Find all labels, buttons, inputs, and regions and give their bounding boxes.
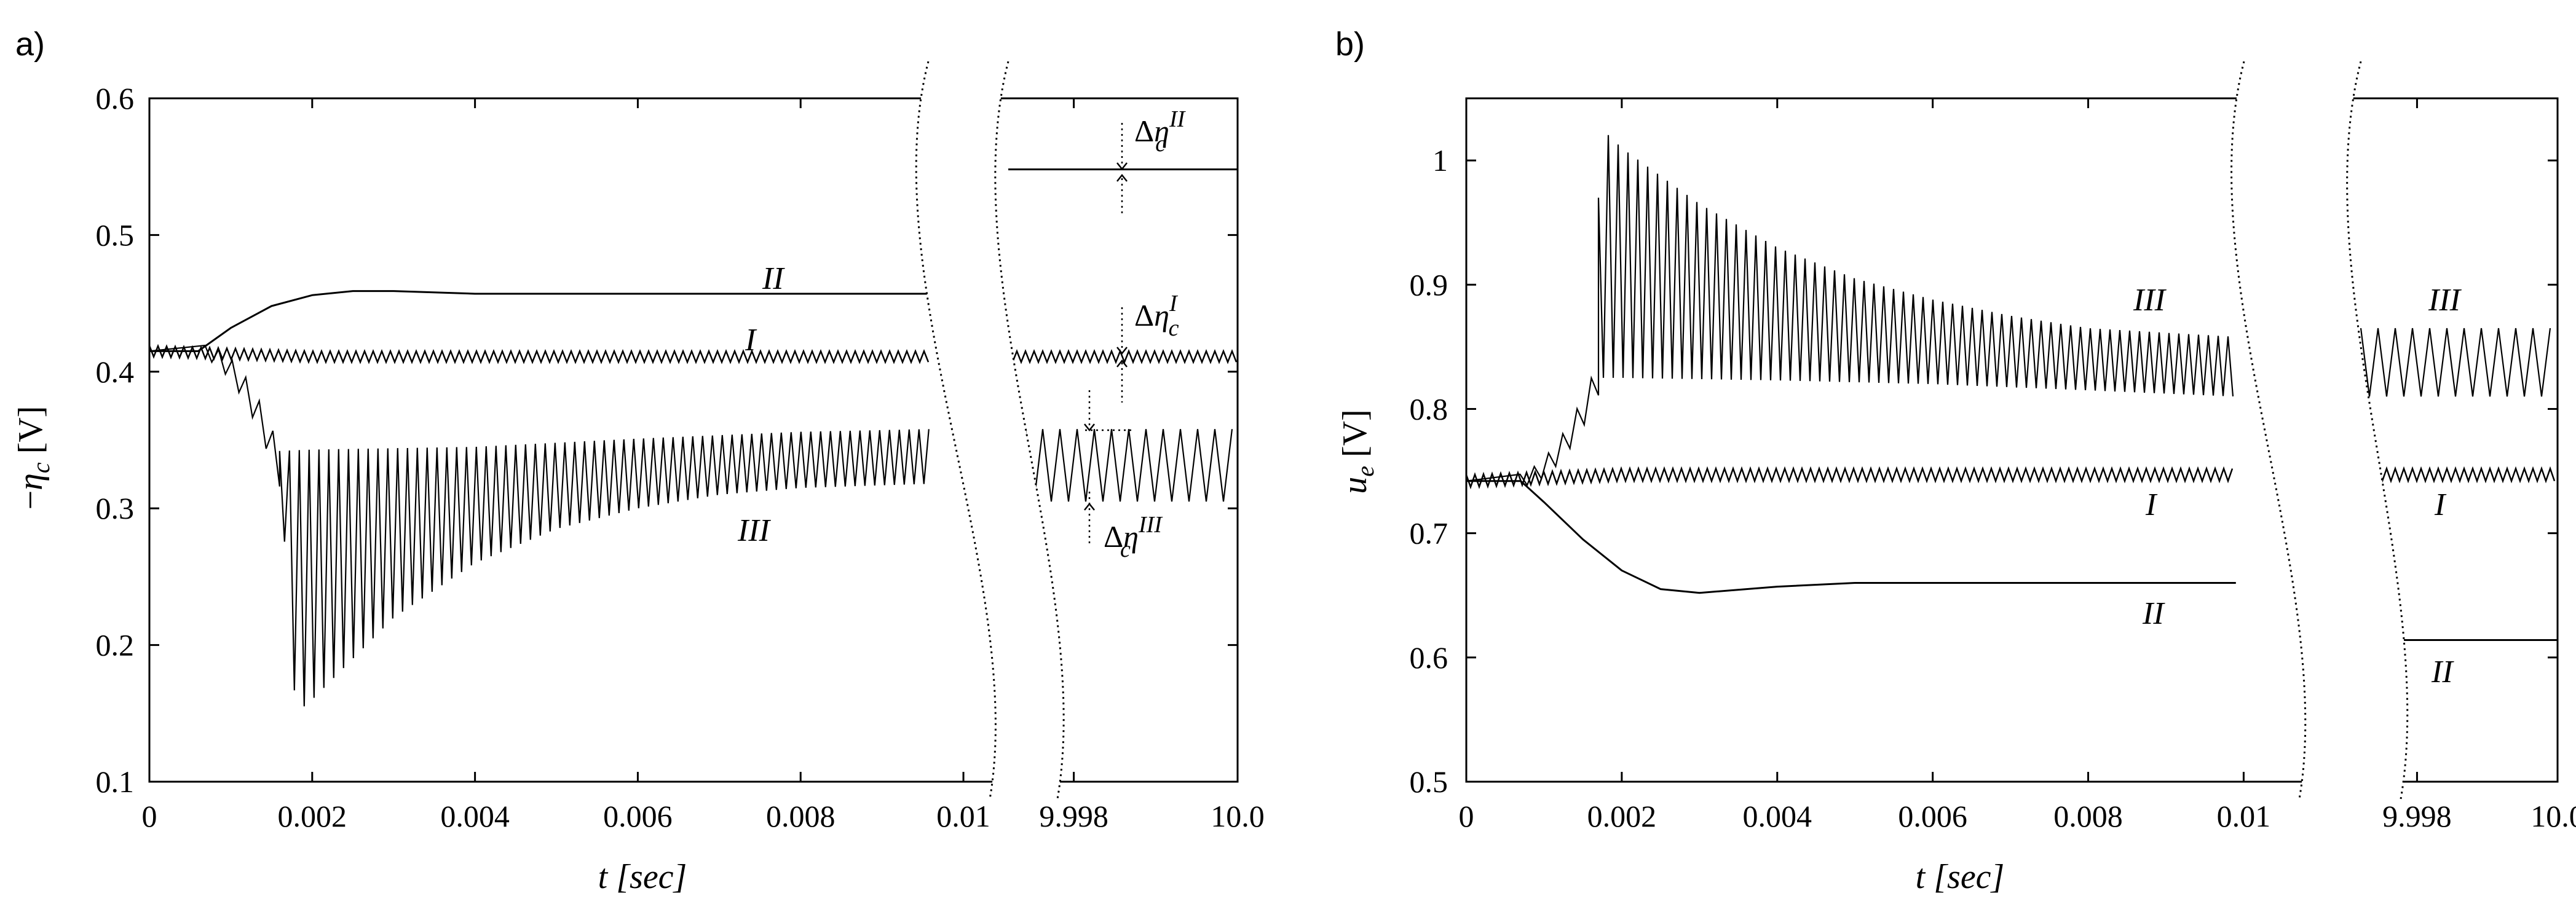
series-I-line — [1465, 466, 2234, 490]
axis-break-left-edge — [2230, 61, 2307, 800]
panel-a-xlabel: t [sec] — [598, 858, 687, 896]
panel-b-chart: b) ue [V] t [sec] 0.5 0.6 0.7 0.8 0.9 1 0 0.002… — [1335, 26, 2576, 896]
series-II-line — [149, 290, 931, 352]
svg-text:ue [V]: ue [V] — [1336, 409, 1379, 494]
panel-a-label-III: III — [737, 513, 772, 548]
y-tick-label: 0.2 — [96, 628, 135, 662]
panel-b-label-II-left: II — [2142, 596, 2165, 631]
y-tick-label: 0.6 — [96, 81, 135, 116]
annotation-delta-eta-II: ΔηII c — [1134, 106, 1187, 157]
panel-a-ylabel: −ηc [V] — [12, 406, 55, 510]
delta-eta-II-arrow-up — [1116, 173, 1128, 182]
panel-b-label-III-right: III — [2428, 283, 2462, 318]
series-III-steady — [2360, 328, 2551, 397]
delta-eta-II-arrow-down — [1116, 162, 1128, 171]
panel-a-annotations — [1084, 123, 1131, 547]
x-tick-label: 0.008 — [2053, 799, 2123, 833]
x-tick-label: 0.002 — [1587, 799, 1657, 833]
delta-eta-I-arrow-up — [1116, 359, 1128, 367]
panel-b-xlabel: t [sec] — [1916, 858, 2005, 896]
panel-a-ticks: 0.1 0.2 0.3 0.4 0.5 0.6 0 0.002 0.004 0.006 0.008 0… — [96, 81, 1265, 833]
y-tick-label: 0.1 — [96, 764, 135, 799]
panel-a-label: a) — [15, 26, 45, 63]
panel-a-label-I: I — [745, 323, 757, 358]
delta-eta-I-arrow-down — [1116, 347, 1128, 355]
y-tick-label: 0.4 — [96, 355, 135, 389]
panel-b-label: b) — [1335, 26, 1365, 63]
series-I-steady — [1007, 348, 1238, 364]
panel-b-label-I-left: I — [2145, 487, 2158, 522]
annotation-delta-eta-I: ΔηI c — [1134, 291, 1179, 341]
panel-b-axis-break — [2230, 61, 2409, 800]
x-tick-label: 0.008 — [766, 799, 836, 833]
series-III-line — [149, 344, 930, 707]
panel-b-frame — [1465, 97, 2559, 783]
x-tick-label: 0 — [142, 799, 157, 833]
plot-frame — [1465, 97, 2559, 783]
y-tick-label: 0.8 — [1410, 391, 1448, 426]
x-tick-label: 0.006 — [1898, 799, 1967, 833]
axis-break-band — [2231, 61, 2408, 799]
x-tick-label: 0.01 — [936, 799, 990, 833]
plot-frame — [148, 97, 1239, 783]
delta-eta-III-arrow-down — [1084, 423, 1095, 432]
x-tick-label: 0 — [1459, 799, 1474, 833]
panel-b-ticks: 0.5 0.6 0.7 0.8 0.9 1 0 0.002 0.004 0.006 0.008 0.0… — [1410, 98, 2576, 833]
y-tick-label: 0.7 — [1410, 516, 1448, 551]
x-tick-label: 9.998 — [2382, 799, 2452, 833]
x-tick-label: 0.004 — [1743, 799, 1812, 833]
panel-a-frame — [148, 97, 1239, 783]
y-tick-label: 0.5 — [1410, 764, 1448, 799]
x-tick-label: 0.01 — [2217, 799, 2271, 833]
series-I-line — [148, 344, 930, 364]
x-tick-label: 0.004 — [440, 799, 510, 833]
axis-break-right-edge — [2346, 61, 2409, 800]
y-tick-label: 0.3 — [96, 491, 135, 525]
axis-break-band — [916, 61, 1064, 799]
y-tick-label: 0.5 — [96, 218, 135, 252]
x-tick-label: 9.998 — [1039, 799, 1108, 833]
x-tick-label: 10.0 — [1211, 799, 1265, 833]
x-tick-label: 0.002 — [278, 799, 347, 833]
series-III-line — [1466, 135, 2234, 487]
svg-text:−ηc [V]: −ηc [V] — [12, 406, 55, 510]
panel-b-label-II-right: II — [2431, 654, 2454, 690]
panel-b-label-III-left: III — [2133, 283, 2167, 318]
series-I-steady — [2360, 466, 2556, 484]
axis-break-right-edge — [994, 61, 1065, 800]
series-II-line — [1466, 480, 2236, 594]
panel-a-series — [148, 168, 1238, 707]
y-tick-label: 0.9 — [1410, 267, 1448, 302]
panel-b-series — [1465, 135, 2558, 642]
series-III-steady — [1007, 429, 1233, 502]
y-tick-label: 0.6 — [1410, 640, 1448, 675]
y-tick-label: 1 — [1432, 143, 1448, 178]
delta-eta-III-arrow-up — [1084, 502, 1095, 511]
x-tick-label: 0.006 — [603, 799, 673, 833]
annotation-delta-eta-III: ΔηIII c — [1104, 512, 1163, 562]
panel-a-axis-break — [915, 61, 1065, 800]
panel-a-label-II: II — [762, 261, 785, 296]
panel-b-label-I-right: I — [2434, 487, 2447, 522]
panel-a-chart: a) −ηc [V] t [sec] 0.10.20.30.40.50.60 0.… — [12, 26, 1265, 896]
panel-b-ylabel: ue [V] — [1336, 409, 1379, 494]
x-tick-label: 10.0 — [2531, 799, 2576, 833]
